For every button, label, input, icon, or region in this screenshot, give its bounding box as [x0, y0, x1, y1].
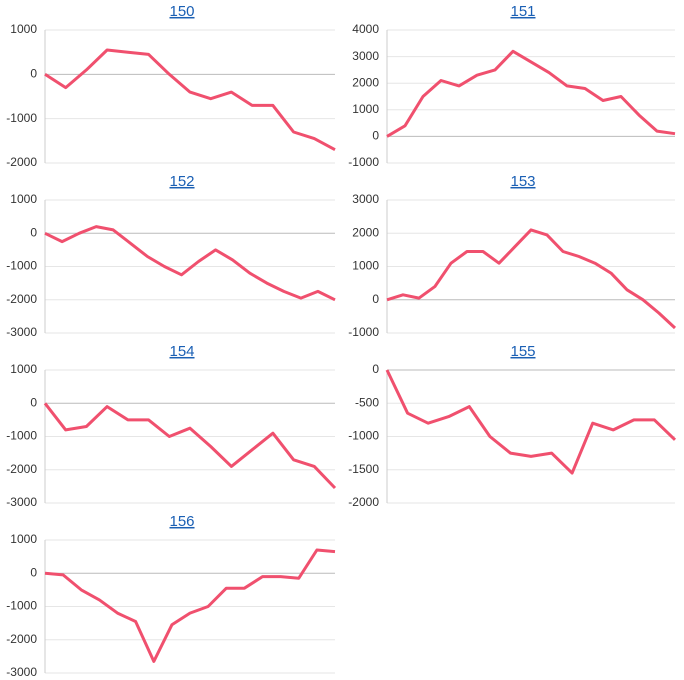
data-line	[386, 49, 676, 138]
data-line	[44, 548, 336, 663]
chart-title[interactable]: 154	[169, 343, 194, 360]
y-tick-label: 3000	[352, 49, 379, 63]
y-tick-label: 0	[372, 292, 379, 306]
y-tick-label: 0	[30, 67, 37, 81]
y-tick-label: -1000	[6, 599, 37, 613]
y-tick-label: 1000	[352, 102, 379, 116]
chart-title[interactable]: 150	[169, 3, 194, 20]
y-tick-label: 4000	[352, 22, 379, 36]
data-line	[385, 369, 677, 475]
y-tick-label: 2000	[352, 75, 379, 89]
chart-title[interactable]: 155	[510, 343, 535, 360]
y-tick-label: -1000	[348, 155, 379, 169]
y-tick-label: -2000	[6, 632, 37, 646]
y-tick-label: -1000	[6, 259, 37, 273]
y-tick-label: 2000	[352, 225, 379, 239]
y-tick-label: 0	[30, 225, 37, 239]
chart-title[interactable]: 151	[510, 3, 535, 20]
y-tick-label: 3000	[352, 192, 379, 206]
y-tick-label: -1000	[348, 325, 379, 339]
y-tick-label: -2000	[6, 155, 37, 169]
chart-title[interactable]: 156	[169, 513, 194, 530]
chart-title[interactable]: 153	[510, 173, 535, 190]
y-tick-label: -2000	[6, 292, 37, 306]
y-tick-label: 1000	[10, 532, 37, 546]
y-tick-label: -3000	[6, 495, 37, 509]
y-tick-label: -1000	[6, 111, 37, 125]
data-line	[44, 225, 336, 302]
y-tick-label: 1000	[10, 192, 37, 206]
y-tick-label: -1000	[348, 429, 379, 443]
chart-title[interactable]: 152	[169, 173, 194, 190]
data-line	[43, 402, 337, 490]
data-line	[44, 48, 336, 152]
y-tick-label: 0	[372, 129, 379, 143]
y-tick-label: -3000	[6, 325, 37, 339]
y-tick-label: 0	[30, 395, 37, 409]
data-line	[386, 228, 677, 330]
y-tick-label: -1000	[6, 429, 37, 443]
y-tick-label: -2000	[348, 495, 379, 509]
y-tick-label: 1000	[10, 362, 37, 376]
y-tick-label: -3000	[6, 665, 37, 679]
y-tick-label: 0	[372, 362, 379, 376]
y-tick-label: -500	[355, 395, 379, 409]
y-tick-label: 1000	[10, 22, 37, 36]
y-tick-label: 0	[30, 565, 37, 579]
y-tick-label: -1500	[348, 462, 379, 476]
y-tick-label: -2000	[6, 462, 37, 476]
y-tick-label: 1000	[352, 259, 379, 273]
